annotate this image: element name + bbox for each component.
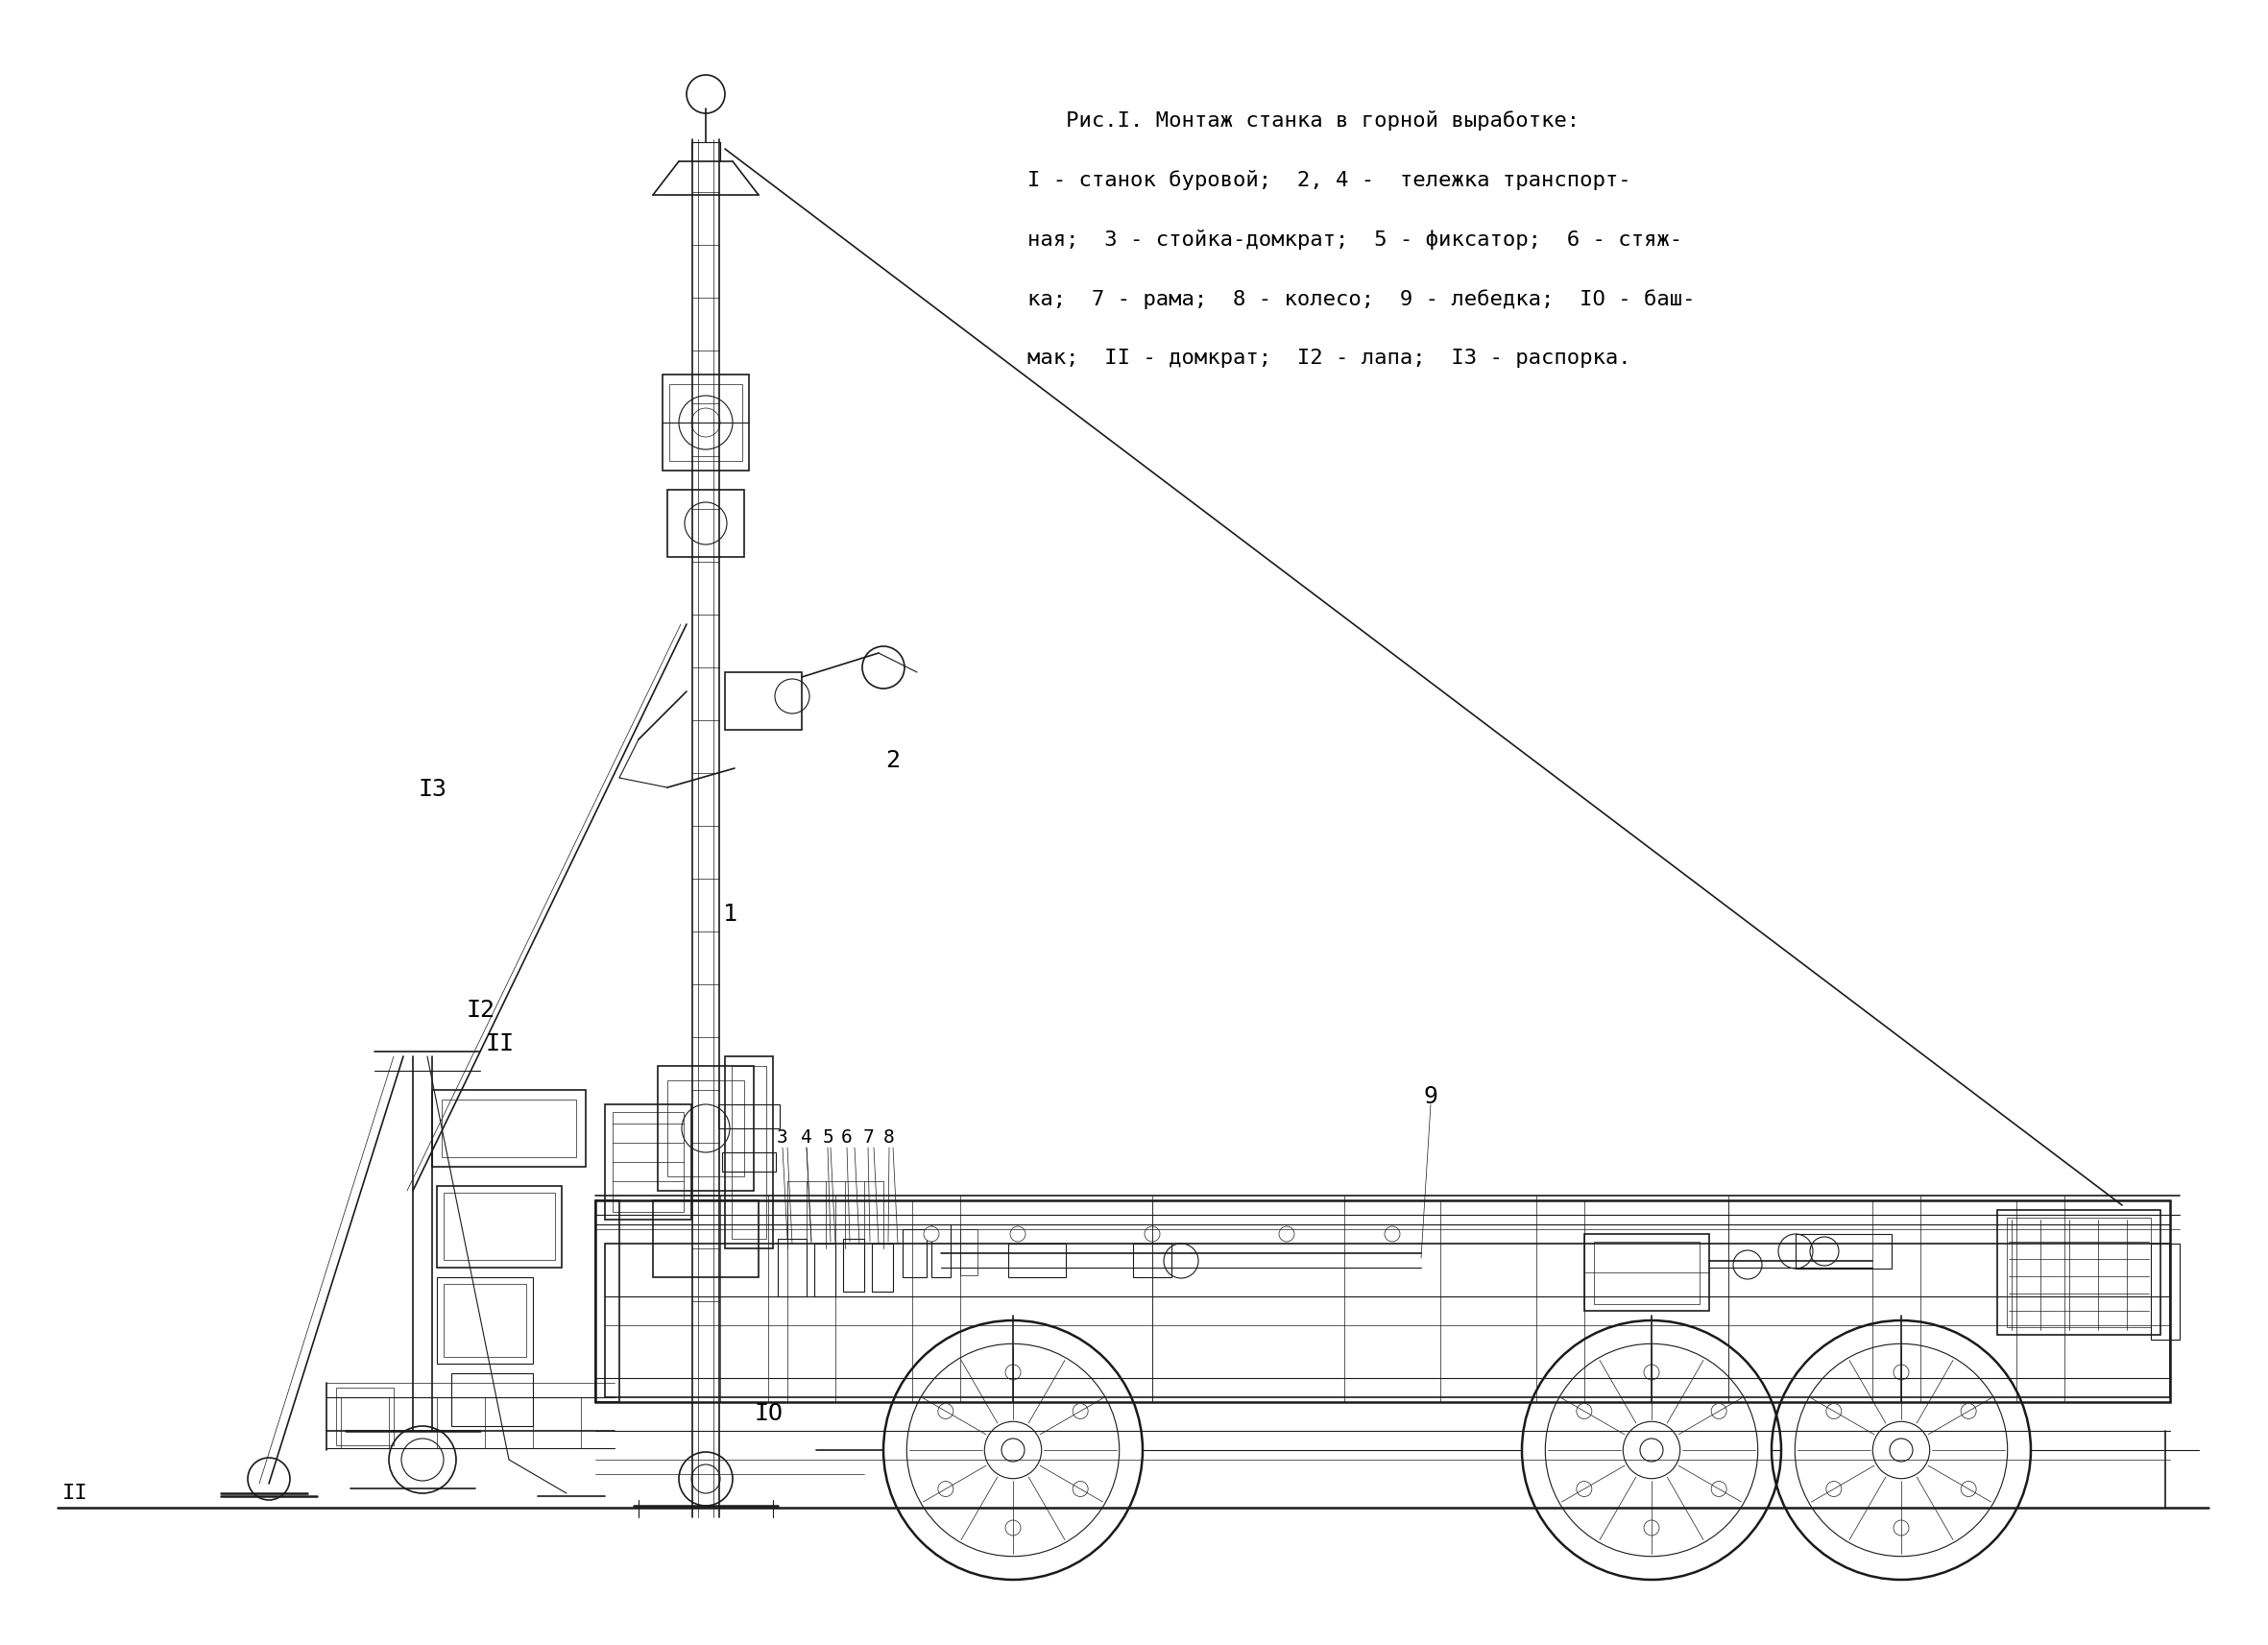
Text: I3: I3 (417, 778, 447, 801)
Bar (336, 1388, 395, 1446)
Circle shape (939, 1480, 953, 1497)
Text: 8: 8 (885, 1128, 896, 1147)
Text: ная;  3 - стойка-домкрат;  5 - фиксатор;  6 - стяж-: ная; 3 - стойка-домкрат; 5 - фиксатор; 6… (1027, 230, 1683, 250)
Bar (726, 673, 803, 730)
Bar (903, 1229, 928, 1277)
Bar (653, 1201, 758, 1277)
Bar (606, 1244, 2170, 1397)
Text: 7: 7 (862, 1128, 873, 1147)
Bar (438, 1186, 562, 1268)
Bar (844, 1239, 864, 1291)
Bar (667, 1081, 744, 1176)
Circle shape (692, 408, 721, 438)
Circle shape (1279, 1226, 1295, 1242)
Circle shape (1712, 1480, 1726, 1497)
Circle shape (1712, 1403, 1726, 1420)
Bar (871, 1244, 894, 1291)
Text: II: II (64, 1484, 88, 1504)
Bar (1009, 1244, 1066, 1277)
Circle shape (1145, 1226, 1159, 1242)
Bar (1796, 1234, 1892, 1268)
Circle shape (247, 1457, 290, 1500)
Circle shape (1005, 1520, 1021, 1535)
Text: 1: 1 (723, 903, 737, 926)
Circle shape (1644, 1365, 1660, 1380)
Circle shape (923, 1226, 939, 1242)
Bar (1134, 1244, 1173, 1277)
Circle shape (687, 76, 726, 114)
Circle shape (1962, 1480, 1975, 1497)
Circle shape (1383, 1226, 1399, 1242)
Bar (445, 1193, 556, 1260)
Bar (733, 1066, 767, 1239)
Text: II: II (485, 1033, 515, 1056)
Bar (612, 1112, 683, 1212)
Circle shape (1962, 1403, 1975, 1420)
Circle shape (939, 1403, 953, 1420)
Bar (726, 1056, 773, 1249)
Text: 6: 6 (841, 1128, 853, 1147)
Circle shape (1624, 1421, 1681, 1479)
Bar (594, 1201, 2170, 1402)
Circle shape (984, 1421, 1041, 1479)
Text: I2: I2 (465, 999, 494, 1022)
Circle shape (1005, 1365, 1021, 1380)
Bar (932, 1224, 950, 1277)
Circle shape (1576, 1480, 1592, 1497)
Bar (959, 1229, 978, 1275)
Bar (2150, 1244, 2180, 1339)
Circle shape (1826, 1403, 1842, 1420)
Bar (2007, 1217, 2150, 1328)
Circle shape (1073, 1480, 1089, 1497)
Bar (658, 1066, 753, 1191)
Bar (721, 1153, 776, 1171)
Circle shape (1640, 1438, 1662, 1461)
Circle shape (1894, 1520, 1910, 1535)
Bar (442, 1099, 576, 1156)
Circle shape (388, 1426, 456, 1494)
Text: 9: 9 (1424, 1086, 1438, 1109)
Bar (445, 1285, 526, 1357)
Circle shape (678, 1453, 733, 1505)
Bar (667, 490, 744, 558)
Text: IO: IO (753, 1402, 782, 1425)
Circle shape (1873, 1421, 1930, 1479)
Text: I - станок буровой;  2, 4 -  тележка транспорт-: I - станок буровой; 2, 4 - тележка транс… (1027, 169, 1631, 191)
Bar (662, 375, 748, 470)
Circle shape (1826, 1480, 1842, 1497)
Text: Рис.I. Монтаж станка в горной выработке:: Рис.I. Монтаж станка в горной выработке: (1027, 110, 1579, 130)
Bar (719, 1104, 780, 1128)
Bar (433, 1091, 585, 1166)
Bar (778, 1239, 807, 1296)
Circle shape (1894, 1365, 1910, 1380)
Circle shape (1644, 1520, 1660, 1535)
Circle shape (1002, 1438, 1025, 1461)
Bar (438, 1277, 533, 1364)
Bar (669, 385, 742, 461)
Bar (1998, 1211, 2161, 1334)
Bar (594, 1201, 619, 1402)
Bar (1594, 1242, 1699, 1304)
Text: мак;  II - домкрат;  I2 - лапа;  I3 - распорка.: мак; II - домкрат; I2 - лапа; I3 - распо… (1027, 349, 1631, 368)
Circle shape (1009, 1226, 1025, 1242)
Circle shape (1576, 1403, 1592, 1420)
Circle shape (1889, 1438, 1912, 1461)
Text: 3: 3 (778, 1128, 789, 1147)
Bar (814, 1244, 835, 1296)
Circle shape (1073, 1403, 1089, 1420)
Text: 4: 4 (801, 1128, 812, 1147)
Bar (1585, 1234, 1710, 1311)
Text: 5: 5 (821, 1128, 832, 1147)
Bar (606, 1104, 692, 1219)
Text: 2: 2 (887, 748, 900, 772)
Text: ка;  7 - рама;  8 - колесо;  9 - лебедка;  IO - баш-: ка; 7 - рама; 8 - колесо; 9 - лебедка; I… (1027, 290, 1694, 309)
Bar (451, 1374, 533, 1426)
